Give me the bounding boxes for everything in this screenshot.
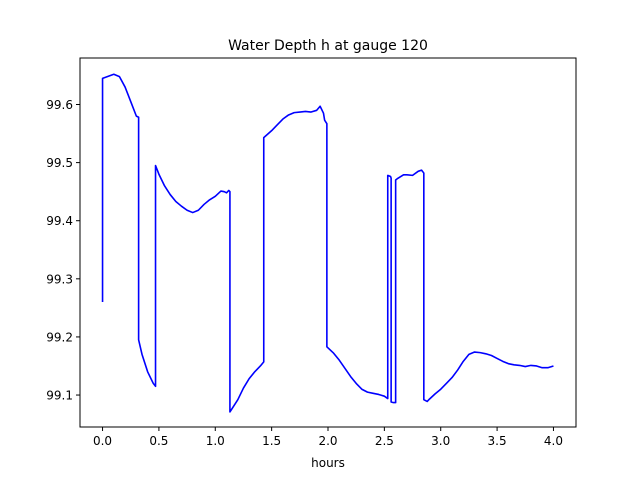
y-tick-label: 99.6 (46, 98, 73, 112)
water-depth-line (101, 73, 554, 413)
x-axis-label: hours (311, 456, 345, 470)
y-tick-label: 99.3 (46, 272, 73, 286)
x-tick-label: 1.5 (262, 434, 281, 448)
y-tick-label: 99.4 (46, 214, 73, 228)
x-tick-label: 3.0 (431, 434, 450, 448)
x-tick-label: 2.5 (375, 434, 394, 448)
x-tick-label: 4.0 (544, 434, 563, 448)
chart-title: Water Depth h at gauge 120 (228, 38, 428, 54)
x-tick-label: 3.5 (488, 434, 507, 448)
x-tick-label: 1.0 (206, 434, 225, 448)
x-tick-label: 0.0 (93, 434, 112, 448)
y-tick-label: 99.2 (46, 330, 73, 344)
y-tick-label: 99.1 (46, 389, 73, 403)
plot-area-frame (79, 57, 577, 428)
y-tick-label: 99.5 (46, 156, 73, 170)
x-tick-label: 0.5 (149, 434, 168, 448)
x-tick-label: 2.0 (318, 434, 337, 448)
y-axis-ticks: 99.1 99.2 99.3 99.4 99.5 99.6 (46, 98, 80, 403)
x-axis-ticks: 0.0 0.5 1.0 1.5 2.0 2.5 3.0 3.5 4.0 (93, 427, 563, 448)
